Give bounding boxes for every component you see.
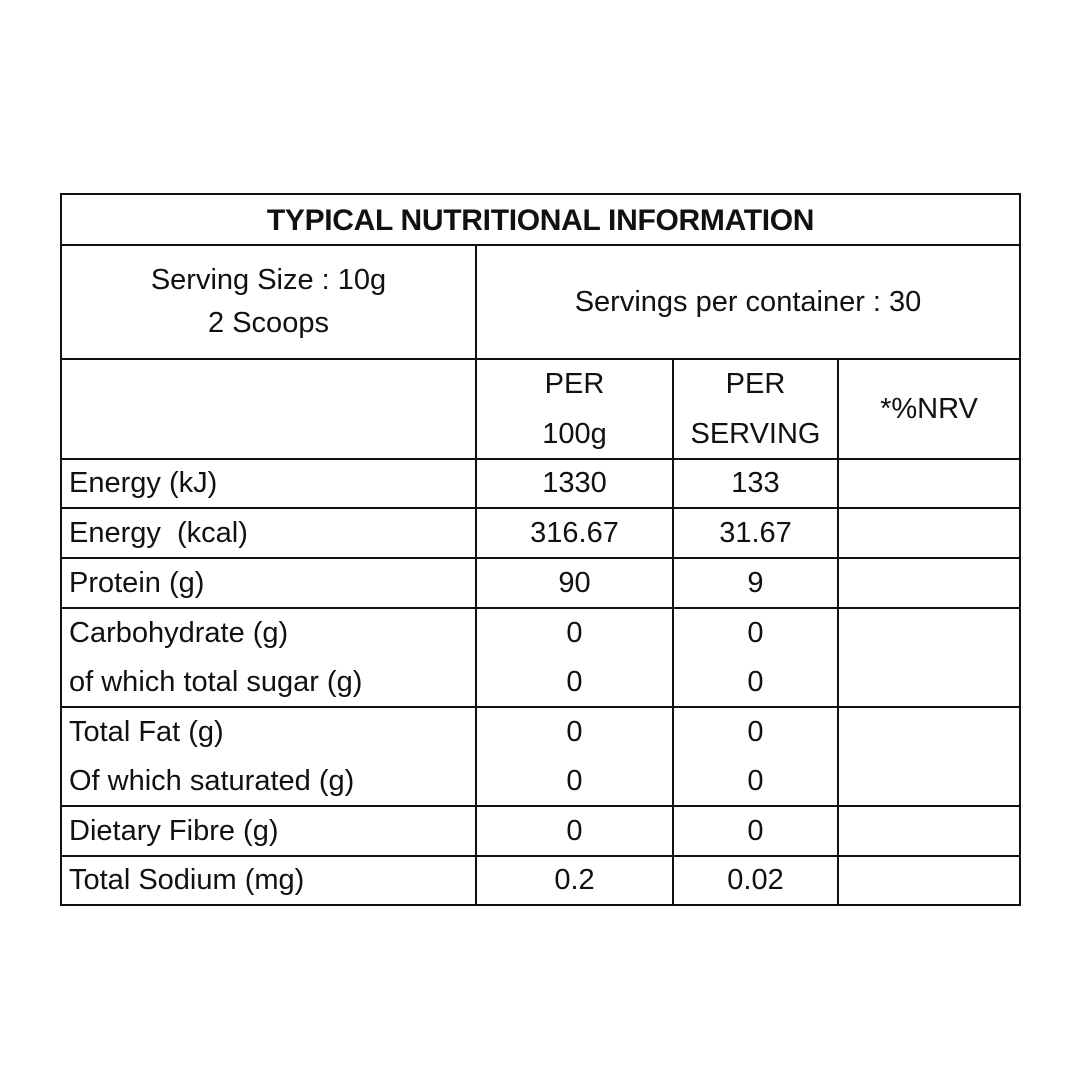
nrv-value — [839, 658, 1019, 706]
per-100g-value: 0.2 — [554, 864, 595, 896]
serving-size: Serving Size : 10g 2 Scoops — [62, 246, 475, 358]
divider — [62, 607, 1019, 609]
column-header-per-100g: PER 100g — [477, 360, 672, 458]
per-serving-value: 0.02 — [727, 864, 784, 896]
per-serving-value: 133 — [731, 467, 780, 499]
per-serving-value: 9 — [747, 566, 764, 599]
per-100g-value: 316.67 — [530, 516, 619, 549]
per-100g-value: 0 — [566, 814, 583, 847]
column-header-per-serving: PER SERVING — [674, 360, 837, 458]
column-header-line: 100g — [542, 417, 607, 450]
column-header-nrv: *%NRV — [880, 392, 978, 425]
serving-scoops-label: 2 Scoops — [208, 307, 329, 339]
nrv-value — [839, 509, 1019, 557]
row-label: Dietary Fibre (g) — [69, 814, 279, 847]
divider — [672, 358, 674, 904]
column-header-line: PER — [544, 367, 605, 400]
nrv-value — [839, 460, 1019, 507]
per-serving-value: 0 — [747, 764, 764, 797]
per-serving-value: 0 — [747, 616, 764, 649]
row-label: Of which saturated (g) — [69, 764, 355, 797]
nrv-value — [839, 807, 1019, 855]
row-label: Carbohydrate (g) — [69, 616, 289, 649]
per-100g-value: 0 — [566, 764, 583, 797]
column-header-line: PER — [725, 367, 786, 400]
row-label: Protein (g) — [69, 566, 205, 599]
per-serving-value: 0 — [747, 665, 764, 698]
nrv-value — [839, 757, 1019, 805]
nutrition-table: TYPICAL NUTRITIONAL INFORMATION Serving … — [60, 193, 1021, 906]
divider — [62, 458, 1019, 460]
table-title: TYPICAL NUTRITIONAL INFORMATION — [266, 203, 815, 237]
nrv-value — [839, 857, 1019, 904]
serving-size-label: Serving Size : 10g — [150, 264, 387, 296]
per-100g-value: 90 — [558, 566, 591, 599]
row-label: Energy (kcal) — [69, 516, 248, 549]
row-label: Total Sodium (mg) — [69, 864, 305, 896]
divider — [62, 805, 1019, 807]
divider — [62, 557, 1019, 559]
divider — [837, 358, 839, 904]
per-serving-value: 31.67 — [719, 516, 792, 549]
nrv-value — [839, 609, 1019, 657]
per-100g-value: 0 — [566, 616, 583, 649]
divider — [62, 706, 1019, 708]
nrv-value — [839, 559, 1019, 607]
per-serving-value: 0 — [747, 715, 764, 748]
divider — [62, 855, 1019, 857]
per-100g-value: 0 — [566, 665, 583, 698]
nrv-value — [839, 708, 1019, 756]
row-label: Total Fat (g) — [69, 715, 224, 748]
divider — [475, 244, 477, 904]
divider — [62, 358, 1019, 360]
per-serving-value: 0 — [747, 814, 764, 847]
row-label: of which total sugar (g) — [69, 665, 363, 698]
row-label: Energy (kJ) — [69, 467, 218, 499]
divider — [62, 507, 1019, 509]
per-100g-value: 1330 — [542, 467, 607, 499]
divider — [62, 244, 1019, 246]
column-header-line: SERVING — [690, 417, 821, 450]
per-100g-value: 0 — [566, 715, 583, 748]
servings-per-container: Servings per container : 30 — [574, 285, 922, 318]
